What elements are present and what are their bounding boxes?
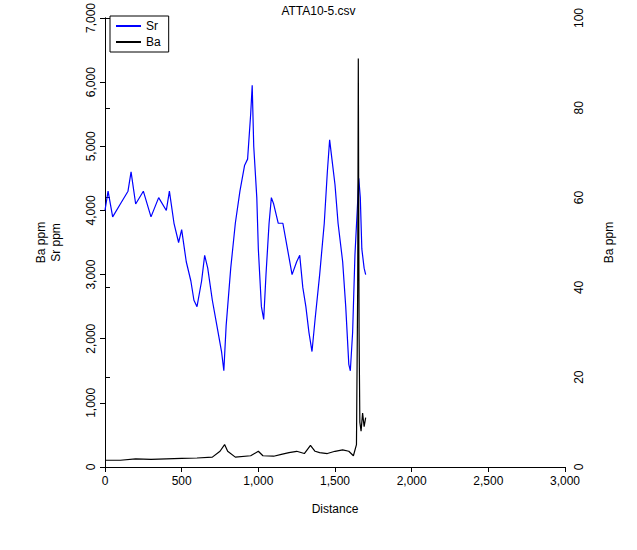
svg-text:Ba ppm: Ba ppm xyxy=(34,222,48,263)
svg-text:6,000: 6,000 xyxy=(84,67,98,97)
svg-text:100: 100 xyxy=(572,8,586,28)
svg-text:2,500: 2,500 xyxy=(473,474,503,488)
svg-text:20: 20 xyxy=(572,370,586,384)
svg-text:Distance: Distance xyxy=(312,502,359,516)
svg-text:0: 0 xyxy=(102,474,109,488)
svg-text:2,000: 2,000 xyxy=(397,474,427,488)
svg-text:3,000: 3,000 xyxy=(84,259,98,289)
svg-text:500: 500 xyxy=(172,474,192,488)
svg-text:Sr ppm: Sr ppm xyxy=(49,223,63,262)
svg-text:1,500: 1,500 xyxy=(320,474,350,488)
svg-text:1,000: 1,000 xyxy=(243,474,273,488)
svg-text:80: 80 xyxy=(572,101,586,115)
svg-text:4,000: 4,000 xyxy=(84,195,98,225)
svg-text:ATTA10-5.csv: ATTA10-5.csv xyxy=(281,4,355,18)
svg-text:3,000: 3,000 xyxy=(550,474,580,488)
svg-text:0: 0 xyxy=(84,463,98,470)
svg-text:Ba: Ba xyxy=(146,35,161,49)
svg-text:1,000: 1,000 xyxy=(84,388,98,418)
svg-text:Ba ppm: Ba ppm xyxy=(602,222,616,263)
svg-text:7,000: 7,000 xyxy=(84,3,98,33)
svg-text:0: 0 xyxy=(572,463,586,470)
svg-text:2,000: 2,000 xyxy=(84,323,98,353)
svg-text:40: 40 xyxy=(572,280,586,294)
svg-text:5,000: 5,000 xyxy=(84,131,98,161)
svg-text:Sr: Sr xyxy=(146,19,158,33)
svg-text:60: 60 xyxy=(572,191,586,205)
